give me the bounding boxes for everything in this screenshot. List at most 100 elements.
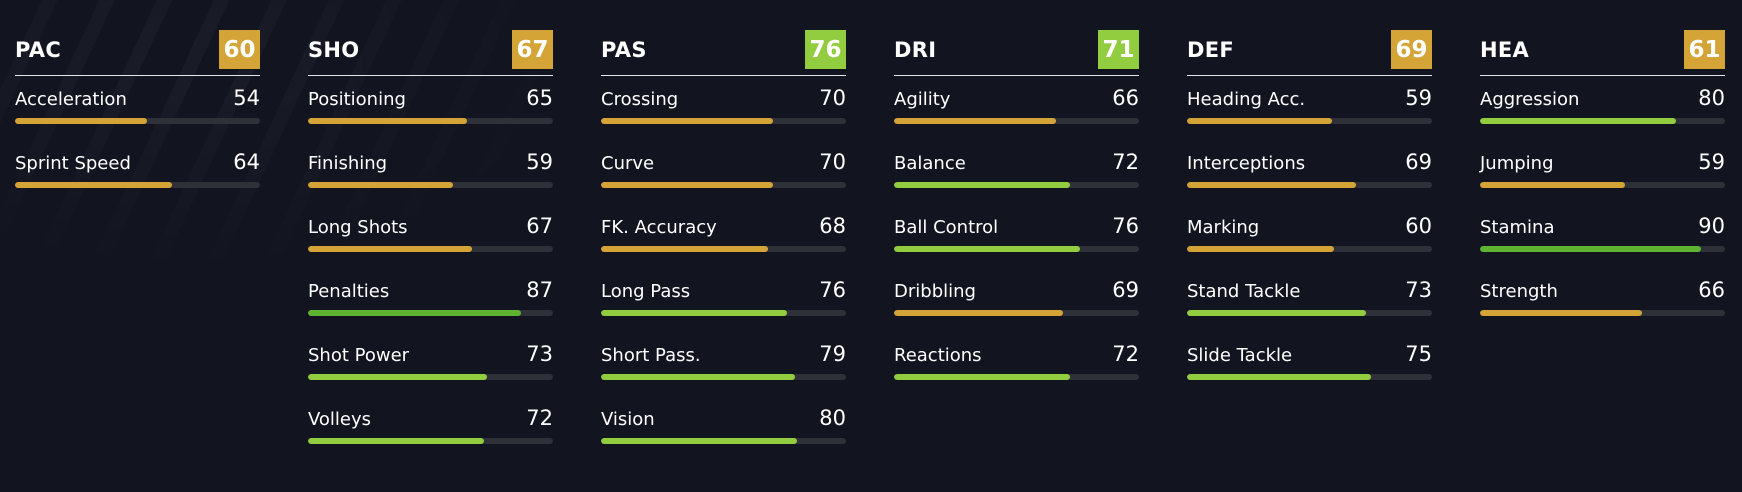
stat-bar-track: [601, 374, 846, 380]
stat-bar-track: [308, 438, 553, 444]
stat-group-rating-badge: 60: [219, 30, 260, 69]
stat-row: Curve 70: [601, 140, 846, 174]
stat-bar-fill: [601, 182, 773, 188]
stat-bar-track: [601, 246, 846, 252]
stat-value: 59: [526, 150, 553, 174]
stat-row: Heading Acc. 59: [1187, 76, 1432, 110]
stat-bar-fill: [1480, 310, 1642, 316]
stat-row: Jumping 59: [1480, 140, 1725, 174]
stat-bar-track: [601, 182, 846, 188]
stat-item: Stand Tackle 73: [1187, 268, 1432, 332]
stat-bar-track: [15, 182, 260, 188]
stat-row: Ball Control 76: [894, 204, 1139, 238]
stat-item: Balance 72: [894, 140, 1139, 204]
stat-bar-fill: [601, 310, 788, 316]
stat-bar-track: [308, 118, 553, 124]
stat-bar-track: [601, 438, 846, 444]
stat-bar-track: [1187, 310, 1432, 316]
stat-item: Positioning 65: [308, 76, 553, 140]
stat-value: 59: [1698, 150, 1725, 174]
stat-group-dri: DRI 71 Agility 66 Balance 72 Ball Control 76 Dri…: [894, 30, 1139, 460]
stat-value: 64: [233, 150, 260, 174]
stat-bar-track: [1480, 182, 1725, 188]
stat-value: 60: [1405, 214, 1432, 238]
stat-item: Finishing 59: [308, 140, 553, 204]
stat-bar-fill: [308, 182, 453, 188]
stat-item: Shot Power 73: [308, 332, 553, 396]
stat-item: Reactions 72: [894, 332, 1139, 396]
stat-item: Crossing 70: [601, 76, 846, 140]
stat-bar-track: [1187, 182, 1432, 188]
stat-row: Long Shots 67: [308, 204, 553, 238]
stat-row: Stand Tackle 73: [1187, 268, 1432, 302]
stat-row: Marking 60: [1187, 204, 1432, 238]
stat-name: Finishing: [308, 153, 388, 174]
stat-name: Interceptions: [1187, 153, 1306, 174]
stat-row: Penalties 87: [308, 268, 553, 302]
stat-bar-track: [894, 374, 1139, 380]
stat-row: Slide Tackle 75: [1187, 332, 1432, 366]
stat-name: Jumping: [1480, 153, 1554, 174]
stat-group-header: SHO 67: [308, 30, 553, 76]
stat-name: Stand Tackle: [1187, 281, 1301, 302]
stat-row: Interceptions 69: [1187, 140, 1432, 174]
stat-item: Volleys 72: [308, 396, 553, 460]
stat-value: 66: [1112, 86, 1139, 110]
stat-bar-fill: [1187, 182, 1357, 188]
stat-row: Sprint Speed 64: [15, 140, 260, 174]
stat-value: 66: [1698, 278, 1725, 302]
stat-row: Balance 72: [894, 140, 1139, 174]
stat-name: Strength: [1480, 281, 1558, 302]
stat-name: Heading Acc.: [1187, 89, 1306, 110]
stat-item: Vision 80: [601, 396, 846, 460]
stat-bar-track: [894, 182, 1139, 188]
stat-bar-fill: [601, 438, 797, 444]
stat-row: Long Pass 76: [601, 268, 846, 302]
stat-group-title: DEF: [1187, 37, 1235, 62]
stat-item: Jumping 59: [1480, 140, 1725, 204]
stat-group-sho: SHO 67 Positioning 65 Finishing 59 Long Shots 6…: [308, 30, 553, 460]
stat-bar-track: [1480, 310, 1725, 316]
stat-name: Crossing: [601, 89, 679, 110]
stat-group-pas: PAS 76 Crossing 70 Curve 70 FK. Accuracy 68 Long…: [601, 30, 846, 460]
stat-item: Acceleration 54: [15, 76, 260, 140]
stat-group-rating-badge: 69: [1391, 30, 1432, 69]
stat-bar-track: [601, 118, 846, 124]
stat-bar-fill: [308, 374, 487, 380]
stat-item: Sprint Speed 64: [15, 140, 260, 204]
stat-bar-fill: [1480, 182, 1625, 188]
stat-bar-fill: [308, 246, 473, 252]
stat-name: Stamina: [1480, 217, 1555, 238]
stat-bar-fill: [894, 374, 1071, 380]
stat-bar-fill: [308, 118, 468, 124]
stat-value: 67: [526, 214, 553, 238]
stat-group-pac: PAC 60 Acceleration 54 Sprint Speed 64: [15, 30, 260, 460]
stat-value: 72: [1112, 342, 1139, 366]
stat-bar-fill: [1187, 374, 1371, 380]
stat-value: 76: [1112, 214, 1139, 238]
stat-name: Ball Control: [894, 217, 999, 238]
stat-bar-fill: [601, 118, 773, 124]
stat-group-title: PAS: [601, 37, 647, 62]
stat-name: Sprint Speed: [15, 153, 131, 174]
stat-bar-fill: [1187, 310, 1366, 316]
stat-name: FK. Accuracy: [601, 217, 717, 238]
stat-row: Stamina 90: [1480, 204, 1725, 238]
stat-bar-fill: [308, 438, 485, 444]
stat-group-rating-badge: 67: [512, 30, 553, 69]
stat-name: Dribbling: [894, 281, 976, 302]
stat-name: Marking: [1187, 217, 1260, 238]
stat-row: Short Pass. 79: [601, 332, 846, 366]
stat-name: Volleys: [308, 409, 372, 430]
stat-name: Short Pass.: [601, 345, 701, 366]
stat-item: Agility 66: [894, 76, 1139, 140]
stat-name: Acceleration: [15, 89, 127, 110]
stat-group-rating-badge: 71: [1098, 30, 1139, 69]
stat-row: Reactions 72: [894, 332, 1139, 366]
stat-name: Long Pass: [601, 281, 691, 302]
stat-row: Agility 66: [894, 76, 1139, 110]
stat-bar-fill: [15, 182, 172, 188]
stat-item: Aggression 80: [1480, 76, 1725, 140]
stat-value: 73: [526, 342, 553, 366]
stat-item: FK. Accuracy 68: [601, 204, 846, 268]
